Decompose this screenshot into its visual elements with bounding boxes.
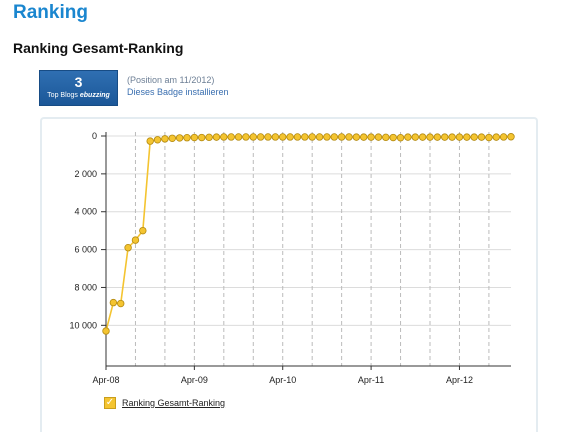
- data-point: [382, 133, 390, 142]
- data-point: [477, 133, 486, 141]
- data-point: [249, 133, 257, 141]
- data-point: [441, 133, 449, 141]
- y-tick-label: 8 000: [74, 282, 97, 292]
- badge-position-text: (Position am 11/2012): [127, 75, 215, 85]
- badge-label-prefix: Top Blogs: [47, 92, 78, 99]
- data-point: [426, 133, 434, 141]
- data-point: [212, 133, 221, 141]
- page-title: Ranking: [13, 2, 88, 23]
- data-point: [396, 134, 405, 142]
- install-badge-link[interactable]: Dieses Badge installieren: [127, 87, 229, 97]
- data-point: [411, 133, 419, 141]
- data-point: [499, 133, 508, 141]
- data-point: [352, 133, 361, 141]
- data-point: [109, 298, 118, 307]
- data-point: [175, 134, 184, 142]
- data-point: [418, 133, 427, 141]
- data-point: [463, 133, 471, 141]
- data-point: [256, 133, 265, 141]
- data-point: [227, 133, 235, 141]
- data-point: [205, 133, 213, 142]
- ranking-badge[interactable]: 3 Top Blogs ebuzzing: [39, 70, 118, 106]
- y-tick-label: 6 000: [74, 245, 97, 255]
- data-point: [389, 133, 397, 142]
- data-point: [360, 133, 368, 141]
- series-line: [105, 135, 512, 332]
- data-point: [131, 236, 140, 244]
- data-point: [264, 133, 272, 141]
- legend-checkbox[interactable]: ✓: [104, 397, 116, 409]
- data-point: [455, 133, 464, 141]
- data-point: [323, 133, 331, 141]
- data-point: [374, 133, 383, 141]
- data-point: [242, 133, 250, 141]
- data-point: [153, 136, 162, 144]
- data-point: [198, 133, 206, 142]
- y-tick-label: 10 000: [69, 320, 97, 330]
- x-tick-label: Apr-10: [269, 375, 296, 385]
- data-point: [139, 226, 147, 235]
- data-point: [404, 133, 412, 141]
- data-point: [330, 133, 338, 141]
- data-point: [315, 133, 324, 141]
- data-point: [117, 299, 125, 308]
- data-point: [308, 133, 316, 141]
- data-point: [492, 133, 500, 141]
- chart-legend[interactable]: ✓ Ranking Gesamt-Ranking: [104, 397, 225, 409]
- data-point: [102, 327, 110, 335]
- data-point: [286, 133, 294, 141]
- badge-brand: ebuzzing: [79, 92, 110, 99]
- x-tick-label: Apr-11: [358, 375, 384, 385]
- data-point: [220, 133, 228, 141]
- data-point: [301, 133, 309, 141]
- legend-label[interactable]: Ranking Gesamt-Ranking: [122, 398, 226, 408]
- badge-rank: 3: [74, 74, 83, 90]
- x-tick-label: Apr-09: [181, 375, 208, 385]
- data-point: [293, 133, 302, 141]
- x-tick-label: Apr-08: [92, 375, 119, 385]
- data-point: [234, 133, 243, 141]
- badge-info: (Position am 11/2012) Dieses Badge insta…: [127, 74, 229, 98]
- data-point: [507, 133, 515, 141]
- data-point: [448, 133, 456, 141]
- data-point: [124, 243, 132, 252]
- y-tick-label: 4 000: [74, 207, 97, 217]
- y-tick-label: 2 000: [74, 169, 97, 179]
- y-tick-label: 0: [92, 131, 97, 141]
- data-point: [161, 135, 169, 143]
- data-point: [337, 133, 346, 141]
- data-point: [271, 133, 280, 141]
- data-point: [345, 133, 353, 141]
- data-point: [485, 133, 493, 142]
- data-point: [183, 134, 191, 142]
- data-point: [190, 133, 199, 142]
- x-tick-label: Apr-12: [446, 375, 473, 385]
- data-point: [433, 133, 442, 141]
- badge-label: Top Blogs ebuzzing: [40, 91, 117, 101]
- data-point: [470, 133, 478, 141]
- data-point: [367, 133, 375, 141]
- chart-frame: [40, 117, 538, 432]
- data-point: [146, 137, 154, 145]
- data-point: [168, 134, 176, 142]
- section-title: Ranking Gesamt-Ranking: [13, 40, 184, 56]
- data-point: [279, 133, 287, 141]
